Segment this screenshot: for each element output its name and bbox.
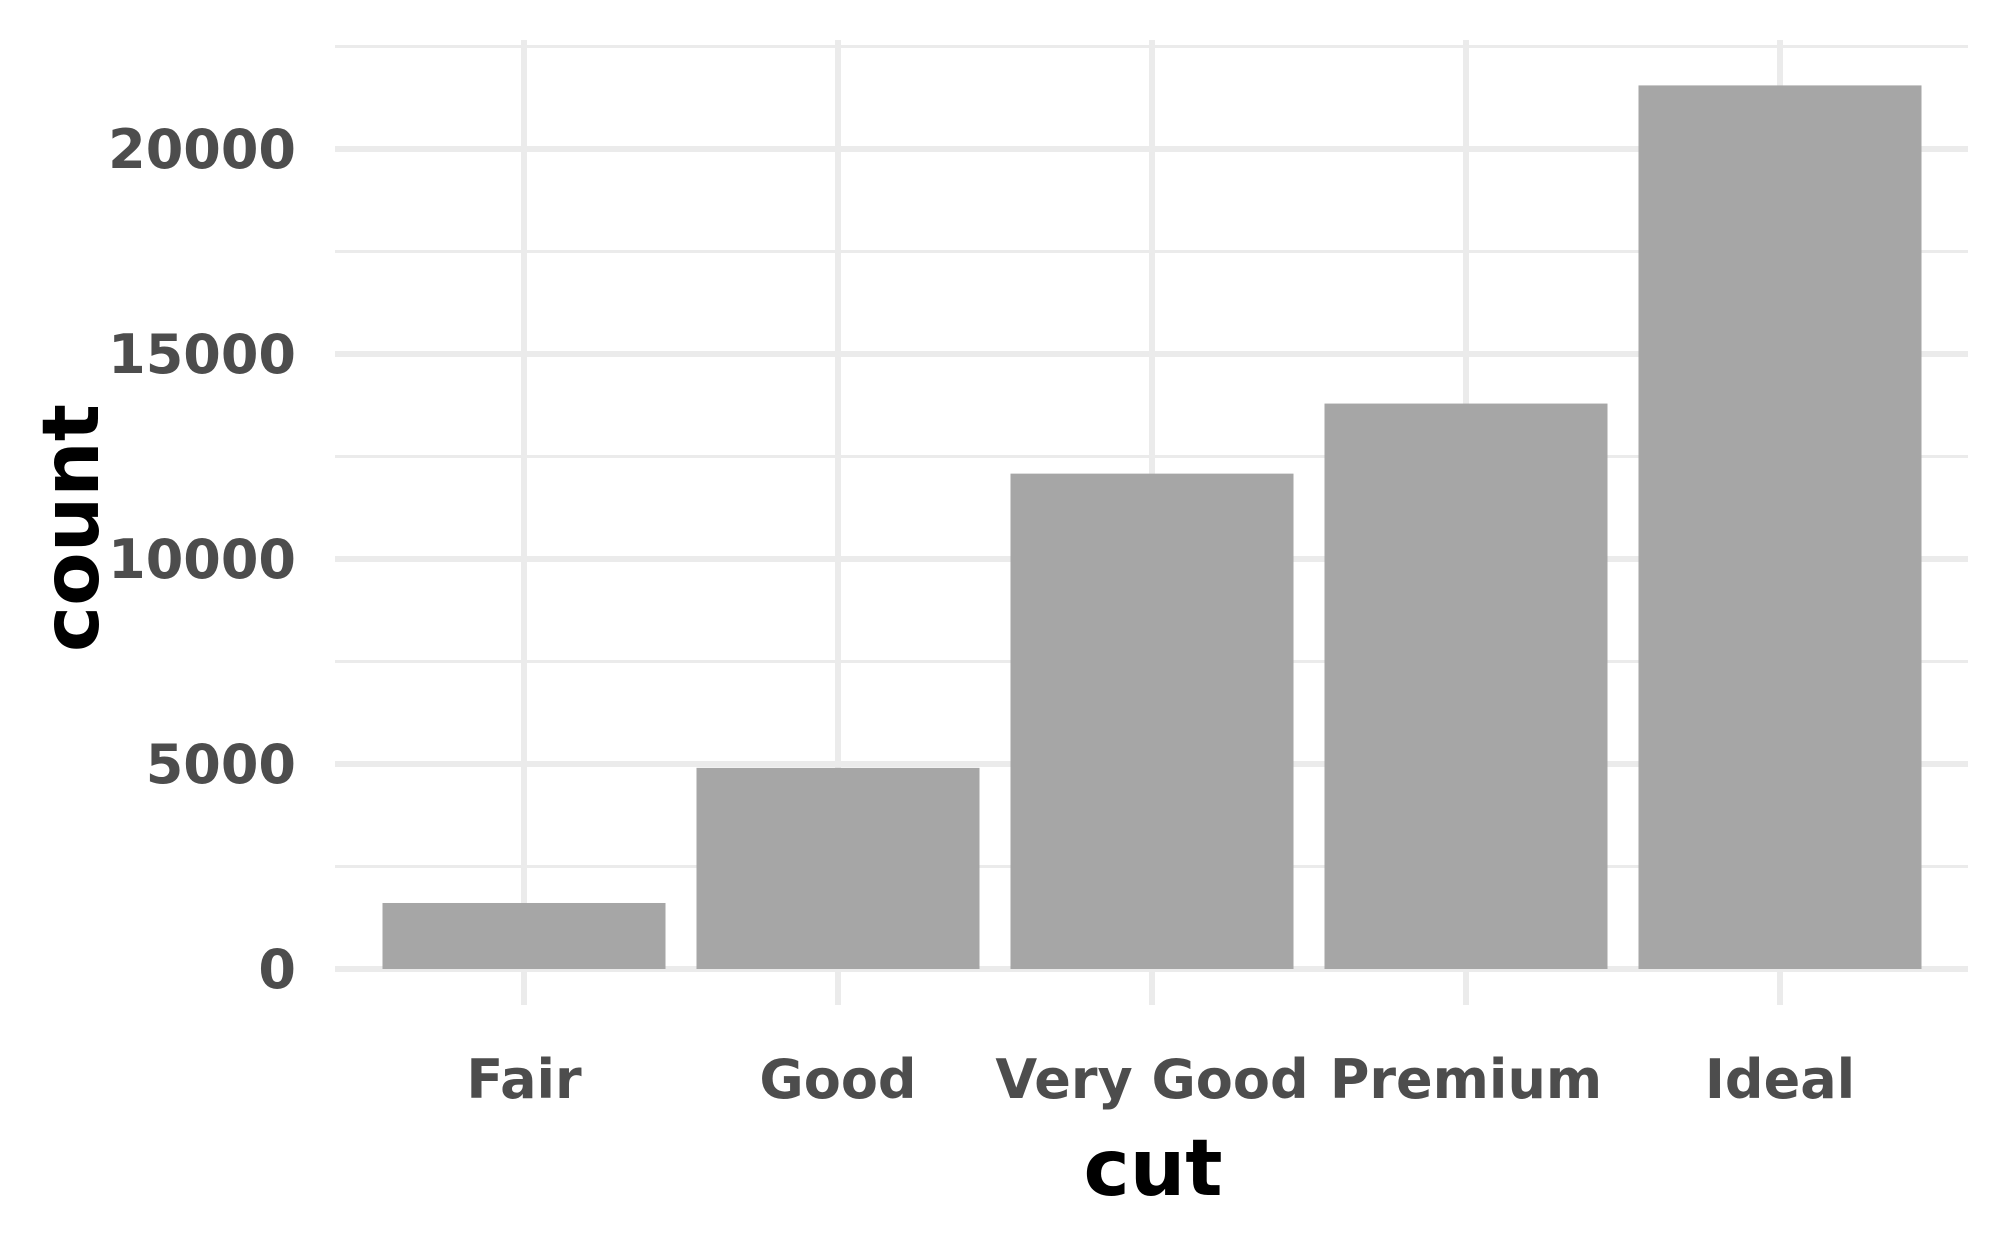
y-tick-label: 15000	[108, 323, 296, 386]
x-tick-label: Good	[759, 1048, 916, 1111]
bar-fair	[382, 902, 666, 969]
bar-very-good	[1010, 473, 1294, 969]
x-tick-label: Ideal	[1705, 1048, 1855, 1111]
y-tick-label: 10000	[108, 528, 296, 591]
bar-premium	[1324, 403, 1608, 970]
bar-good	[696, 767, 980, 969]
y-axis-tick-labels: 0 5000 10000 15000 20000	[108, 118, 296, 1001]
y-tick-label: 5000	[146, 733, 296, 796]
x-tick-label: Premium	[1330, 1048, 1602, 1111]
y-axis-title: count	[27, 404, 117, 652]
x-axis-tick-labels: Fair Good Very Good Premium Ideal	[466, 1048, 1855, 1111]
x-tick-label: Fair	[466, 1048, 582, 1111]
x-axis-title: cut	[1083, 1124, 1222, 1214]
bar-ideal	[1638, 85, 1922, 969]
y-tick-label: 0	[258, 938, 296, 1001]
y-tick-label: 20000	[108, 118, 296, 181]
x-tick-label: Very Good	[995, 1048, 1308, 1111]
bar-series	[382, 85, 1922, 970]
